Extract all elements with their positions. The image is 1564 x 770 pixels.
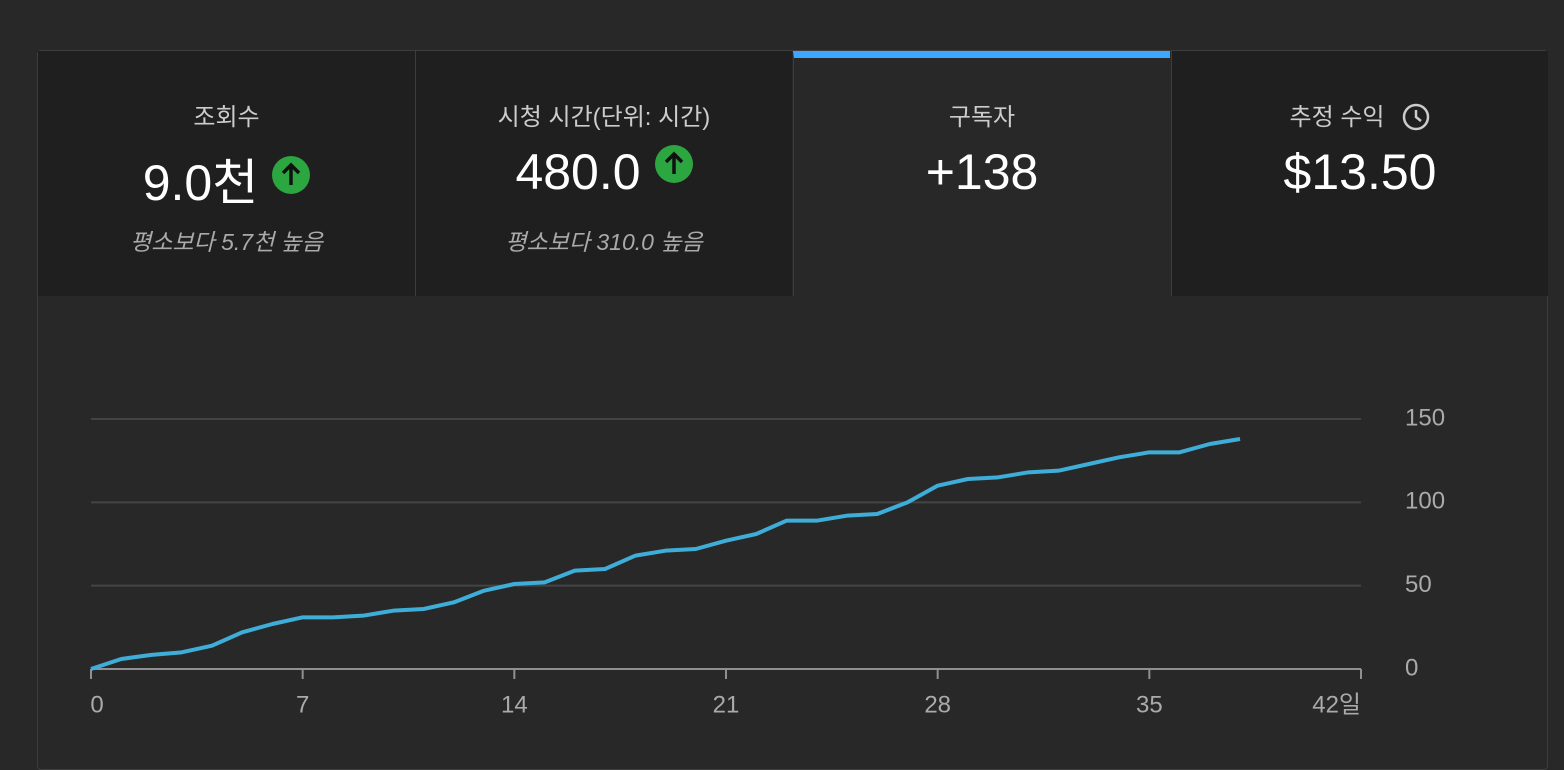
tab-label-row: 추정 수익 xyxy=(1172,97,1548,132)
x-tick-label: 42일 xyxy=(1312,691,1361,718)
tab-views[interactable]: 조회수 9.0천 평소보다 5.7천 높음 xyxy=(38,51,415,296)
tab-value: $13.50 xyxy=(1283,144,1437,200)
up-icon xyxy=(654,145,693,183)
tab-watch-time[interactable]: 시청 시간(단위: 시간) 480.0 평소보다 310.0 높음 xyxy=(415,51,792,296)
tab-revenue[interactable]: 추정 수익 $13.50 xyxy=(1171,51,1548,296)
tab-comparison: 평소보다 310.0 높음 xyxy=(505,229,703,255)
x-tick-label: 7 xyxy=(296,691,309,718)
x-tick-label: 28 xyxy=(924,691,951,718)
tab-label: 구독자 xyxy=(948,104,1016,131)
tab-label: 시청 시간(단위: 시간) xyxy=(497,104,711,131)
up-icon xyxy=(272,156,311,194)
x-tick-label: 0 xyxy=(90,691,103,718)
tab-label: 조회수 xyxy=(193,104,260,131)
page: 조회수 9.0천 평소보다 5.7천 높음 시청 시간(단위: 시간) 480.… xyxy=(37,50,1548,770)
x-tick-label: 21 xyxy=(713,691,740,718)
clock-icon xyxy=(1402,103,1429,131)
y-tick-label: 0 xyxy=(1405,654,1418,681)
tab-value: +138 xyxy=(925,144,1039,200)
y-tick-label: 50 xyxy=(1405,571,1432,598)
tab-value-row: 9.0천 xyxy=(38,143,415,215)
tab-subscribers[interactable]: 구독자 +138 xyxy=(793,51,1170,296)
chart: 0 50 100 150 0 7 14 21 28 35 42일 xyxy=(90,404,1445,718)
x-tick-label: 35 xyxy=(1136,691,1163,718)
y-tick-label: 150 xyxy=(1405,404,1445,431)
y-tick-label: 100 xyxy=(1405,488,1445,515)
x-tick-label: 14 xyxy=(501,691,528,718)
tab-value-row: 480.0 xyxy=(416,143,792,201)
tab-label: 추정 수익 xyxy=(1289,104,1385,131)
tab-value: 480.0 xyxy=(515,144,641,200)
tab-comparison: 평소보다 5.7천 높음 xyxy=(130,229,323,255)
tab-value: 9.0천 xyxy=(142,155,259,211)
line-series xyxy=(90,437,1241,671)
